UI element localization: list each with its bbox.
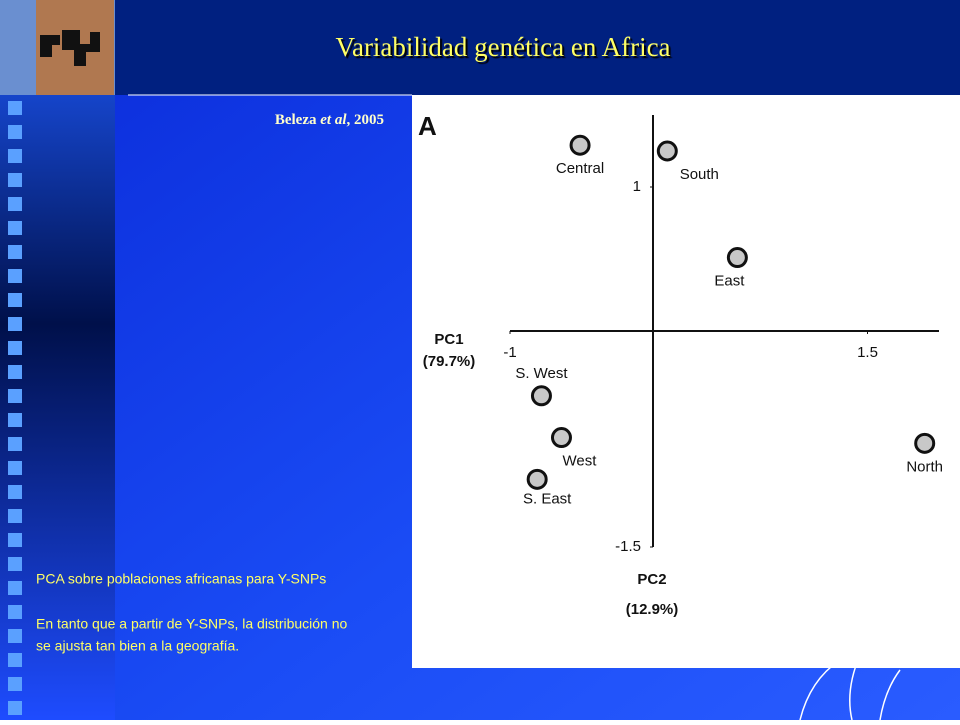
point-label: Central <box>556 160 604 177</box>
citation-etal: et al <box>320 112 347 128</box>
x-tick-label: 1.5 <box>857 344 878 361</box>
logo-mark <box>40 30 100 66</box>
x-axis-label: (79.7%) <box>423 353 476 370</box>
point <box>526 468 548 490</box>
citation: Beleza et al, 2005 <box>275 112 384 128</box>
citation-year: , 2005 <box>347 112 385 128</box>
note: se ajusta tan bien a la geografía. <box>36 638 239 654</box>
point <box>914 432 936 454</box>
citation-author: Beleza <box>275 112 320 128</box>
point <box>530 385 552 407</box>
x-axis-label: PC1 <box>434 331 463 348</box>
square-column <box>0 96 30 716</box>
plot: -1 1.5 1 -1.5 PC1 (79.7%) PC2 (12.9%) Central Sou… <box>423 115 943 618</box>
chart-panel <box>412 95 960 668</box>
point <box>550 427 572 449</box>
y-axis-label: (12.9%) <box>626 601 679 618</box>
point <box>656 140 678 162</box>
point-label: S. East <box>523 490 572 507</box>
y-tick-label: 1 <box>633 178 641 195</box>
point-label: East <box>714 273 745 290</box>
x-tick-label: -1 <box>503 344 516 361</box>
point <box>569 134 591 156</box>
point-label: South <box>680 166 719 183</box>
y-axis-label: PC2 <box>637 571 666 588</box>
note: PCA sobre poblaciones africanas para Y-S… <box>36 571 326 587</box>
point-label: S. West <box>515 365 568 382</box>
slide-title: Variabilidad genética en Africa <box>335 32 670 62</box>
y-tick-label: -1.5 <box>615 538 641 555</box>
header-band <box>0 0 960 95</box>
point-label: West <box>563 453 598 470</box>
point <box>726 247 748 269</box>
point-label: North <box>906 458 943 475</box>
panel-label: A <box>418 111 437 141</box>
note: En tanto que a partir de Y-SNPs, la dist… <box>36 616 348 632</box>
